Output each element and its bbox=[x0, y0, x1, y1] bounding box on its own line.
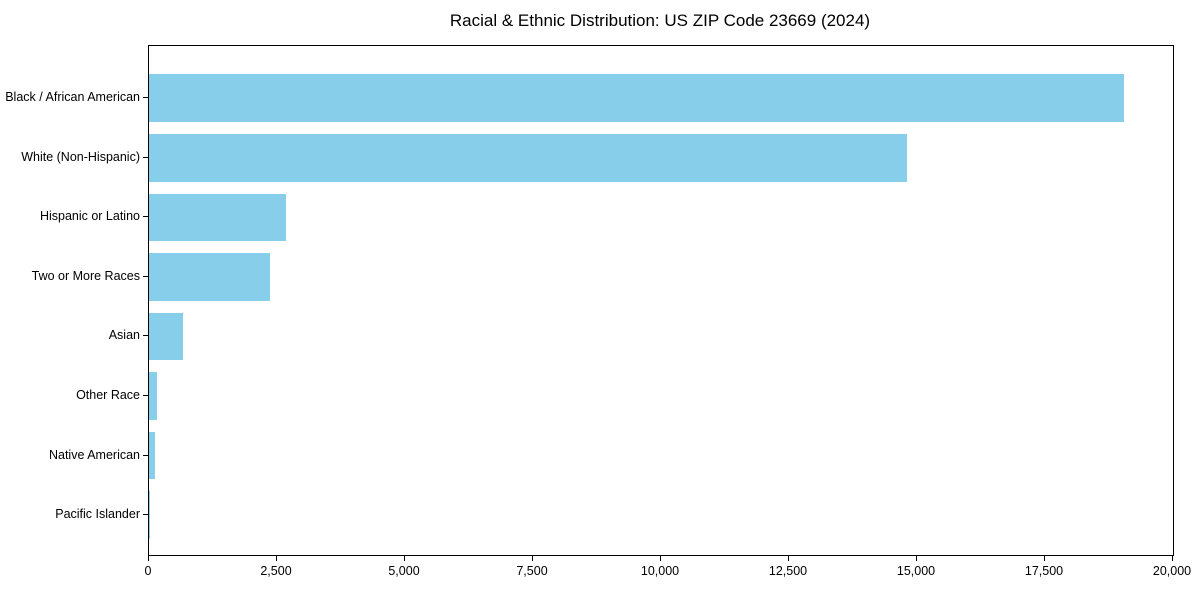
x-tick-mark bbox=[276, 556, 277, 561]
x-tick-mark bbox=[916, 556, 917, 561]
bar-white-non-hispanic bbox=[149, 133, 907, 182]
x-tick-mark bbox=[788, 556, 789, 561]
plot-area bbox=[148, 45, 1174, 556]
x-tick-label: 5,000 bbox=[388, 564, 420, 578]
y-tick-label: Other Race bbox=[76, 388, 140, 403]
y-tick-mark bbox=[143, 454, 148, 456]
x-tick-label: 10,000 bbox=[640, 564, 680, 578]
y-tick-label: Hispanic or Latino bbox=[39, 209, 140, 224]
y-tick-label: Pacific Islander bbox=[55, 507, 140, 522]
y-tick-mark bbox=[143, 514, 148, 516]
x-tick-mark bbox=[1044, 556, 1045, 561]
y-tick-label: White (Non-Hispanic) bbox=[21, 149, 140, 164]
bar-pacific-islander bbox=[149, 491, 150, 539]
bar-native-american bbox=[149, 431, 156, 480]
y-tick-mark bbox=[143, 97, 148, 99]
bar-hispanic-or-latino bbox=[149, 193, 286, 242]
x-tick-label: 17,500 bbox=[1024, 564, 1064, 578]
y-tick-label: Black / African American bbox=[5, 90, 140, 105]
x-tick-label: 2,500 bbox=[260, 564, 292, 578]
x-tick-mark bbox=[532, 556, 533, 561]
y-tick-label: Asian bbox=[108, 328, 140, 343]
y-tick-label: Two or More Races bbox=[31, 268, 140, 283]
chart-title: Racial & Ethnic Distribution: US ZIP Cod… bbox=[449, 11, 871, 30]
x-tick-mark bbox=[660, 556, 661, 561]
x-tick-label: 15,000 bbox=[896, 564, 936, 578]
x-tick-mark bbox=[148, 556, 149, 561]
y-tick-mark bbox=[143, 395, 148, 397]
bar-two-or-more-races bbox=[149, 253, 270, 301]
y-tick-label: Native American bbox=[48, 447, 140, 462]
bar-black-african-american bbox=[149, 74, 1125, 122]
x-tick-label: 7,500 bbox=[516, 564, 548, 578]
x-tick-label: 20,000 bbox=[1152, 564, 1192, 578]
x-tick-mark bbox=[1172, 556, 1173, 561]
x-tick-mark bbox=[404, 556, 405, 561]
x-tick-label: 12,500 bbox=[768, 564, 808, 578]
y-tick-mark bbox=[143, 156, 148, 158]
bar-asian bbox=[149, 312, 183, 361]
y-tick-mark bbox=[143, 216, 148, 218]
y-tick-mark bbox=[143, 275, 148, 277]
x-tick-label: 0 bbox=[144, 564, 152, 578]
bar-other-race bbox=[149, 372, 158, 420]
y-tick-mark bbox=[143, 335, 148, 337]
